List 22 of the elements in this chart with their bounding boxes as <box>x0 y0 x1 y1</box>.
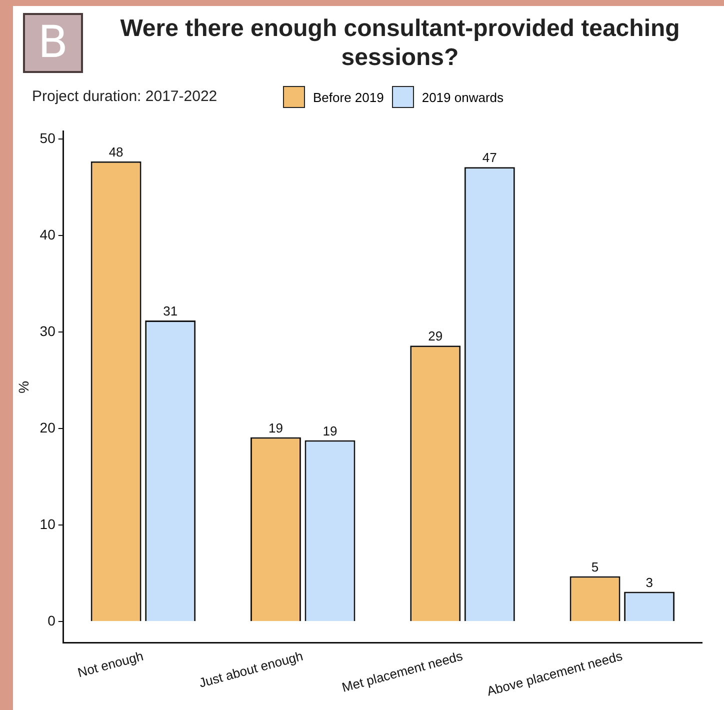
data-label: 48 <box>108 144 124 160</box>
y-tick-label: 40 <box>40 226 56 242</box>
legend-label: Before 2019 <box>313 90 384 104</box>
y-tick-label: 20 <box>40 419 56 436</box>
data-label: 3 <box>646 574 653 590</box>
y-tick-label: 30 <box>40 322 56 339</box>
data-label: 29 <box>428 328 443 344</box>
y-tick-label: 0 <box>48 612 56 628</box>
chart-subtitle: Project duration: 2017-2022 <box>32 88 218 105</box>
data-label: 5 <box>591 559 599 574</box>
data-label: 47 <box>482 150 497 166</box>
y-tick-label: 10 <box>40 516 56 532</box>
x-tick-label: Not enough <box>76 648 145 680</box>
y-axis-title: % <box>15 380 32 394</box>
data-label: 19 <box>322 423 338 438</box>
legend-label: 2019 onwards <box>422 90 504 104</box>
chart-title: Were there enough consultant-provided teaching sessions? <box>119 14 681 72</box>
text: B <box>23 13 83 73</box>
y-tick-label: 50 <box>40 130 56 146</box>
data-label: 31 <box>163 304 178 319</box>
data-label: 19 <box>268 420 283 436</box>
x-tick-label: Just about enough <box>197 648 305 690</box>
